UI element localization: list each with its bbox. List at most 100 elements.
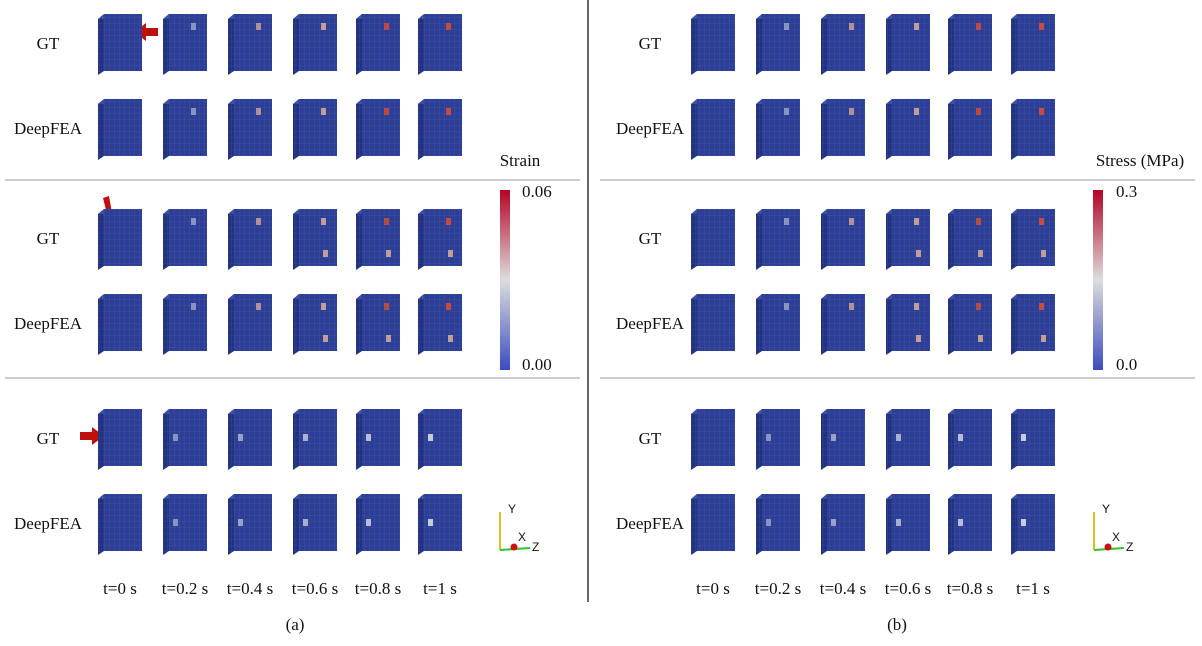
block-front (762, 14, 800, 71)
mesh-block (948, 494, 992, 555)
block-side (886, 99, 892, 160)
block-hotspot (784, 108, 789, 115)
time-label: t=0.4 s (820, 579, 866, 598)
mesh-block (418, 99, 462, 160)
mesh-block (163, 14, 207, 75)
block-hotspot (1021, 519, 1026, 526)
block-front (424, 14, 462, 71)
block-front (234, 294, 272, 351)
block-side (163, 99, 169, 160)
block-hotspot (896, 519, 901, 526)
block-front (697, 99, 735, 156)
block-side (756, 294, 762, 355)
block-side (293, 209, 299, 270)
mesh-block (418, 494, 462, 555)
block-side (948, 99, 954, 160)
mesh-block (756, 209, 800, 270)
block-hotspot (191, 23, 196, 30)
block-hotspot (173, 519, 178, 526)
block-hotspot (256, 218, 261, 225)
block-side (886, 409, 892, 470)
block-side (948, 294, 954, 355)
block-front (827, 294, 865, 351)
mesh-block (1011, 294, 1055, 355)
row-label: DeepFEA (14, 314, 83, 333)
block-hotspot (321, 218, 326, 225)
block-side (691, 209, 697, 270)
block-front (892, 14, 930, 71)
time-label: t=0 s (103, 579, 137, 598)
mesh-block (418, 294, 462, 355)
block-front (104, 14, 142, 71)
mesh-block (691, 14, 735, 75)
block-side (948, 494, 954, 555)
block-front (1017, 209, 1055, 266)
block-hotspot (976, 23, 981, 30)
block-hotspot (173, 434, 178, 441)
block-side (163, 409, 169, 470)
mesh-block (163, 99, 207, 160)
time-label: t=0.2 s (162, 579, 208, 598)
block-hotspot (849, 218, 854, 225)
block-side (228, 14, 234, 75)
block-hotspot (958, 519, 963, 526)
block-side (228, 209, 234, 270)
block-hotspot (849, 23, 854, 30)
row-label: DeepFEA (14, 119, 83, 138)
mesh-block (821, 209, 865, 270)
block-hotspot (366, 434, 371, 441)
block-hotspot (976, 218, 981, 225)
block-hotspot (914, 23, 919, 30)
block-side (948, 14, 954, 75)
mesh-block (163, 294, 207, 355)
block-side (418, 14, 424, 75)
block-hotspot (914, 303, 919, 310)
mesh-block (756, 294, 800, 355)
mesh-block (163, 409, 207, 470)
block-hotspot (446, 218, 451, 225)
mesh-block (886, 14, 930, 75)
mesh-block (293, 494, 337, 555)
block-side (356, 14, 362, 75)
block-front (104, 494, 142, 551)
mesh-block (293, 409, 337, 470)
block-front (1017, 14, 1055, 71)
block-hotspot (831, 434, 836, 441)
block-hotspot (1041, 250, 1046, 257)
block-side (948, 409, 954, 470)
block-hotspot (448, 250, 453, 257)
axis-label: Z (532, 540, 539, 554)
block-hotspot (321, 108, 326, 115)
block-side (293, 294, 299, 355)
time-label: t=0.8 s (355, 579, 401, 598)
mesh-block (98, 14, 142, 75)
block-side (356, 209, 362, 270)
mesh-block (886, 209, 930, 270)
block-front (169, 294, 207, 351)
block-side (691, 99, 697, 160)
block-front (697, 209, 735, 266)
block-hotspot (191, 108, 196, 115)
block-front (697, 14, 735, 71)
block-side (418, 99, 424, 160)
block-hotspot (446, 23, 451, 30)
block-front (424, 99, 462, 156)
block-front (954, 294, 992, 351)
mesh-block (98, 409, 142, 470)
block-side (228, 294, 234, 355)
block-hotspot (384, 23, 389, 30)
colorbar-title: Strain (500, 151, 541, 170)
block-side (98, 14, 104, 75)
axis-label: Y (1102, 502, 1110, 516)
mesh-block (886, 409, 930, 470)
block-side (418, 494, 424, 555)
block-side (691, 409, 697, 470)
block-hotspot (448, 335, 453, 342)
block-front (299, 294, 337, 351)
time-label: t=0.2 s (755, 579, 801, 598)
mesh-block (228, 209, 272, 270)
colorbar-min: 0.0 (1116, 355, 1137, 374)
block-hotspot (191, 303, 196, 310)
block-side (886, 209, 892, 270)
block-hotspot (321, 303, 326, 310)
